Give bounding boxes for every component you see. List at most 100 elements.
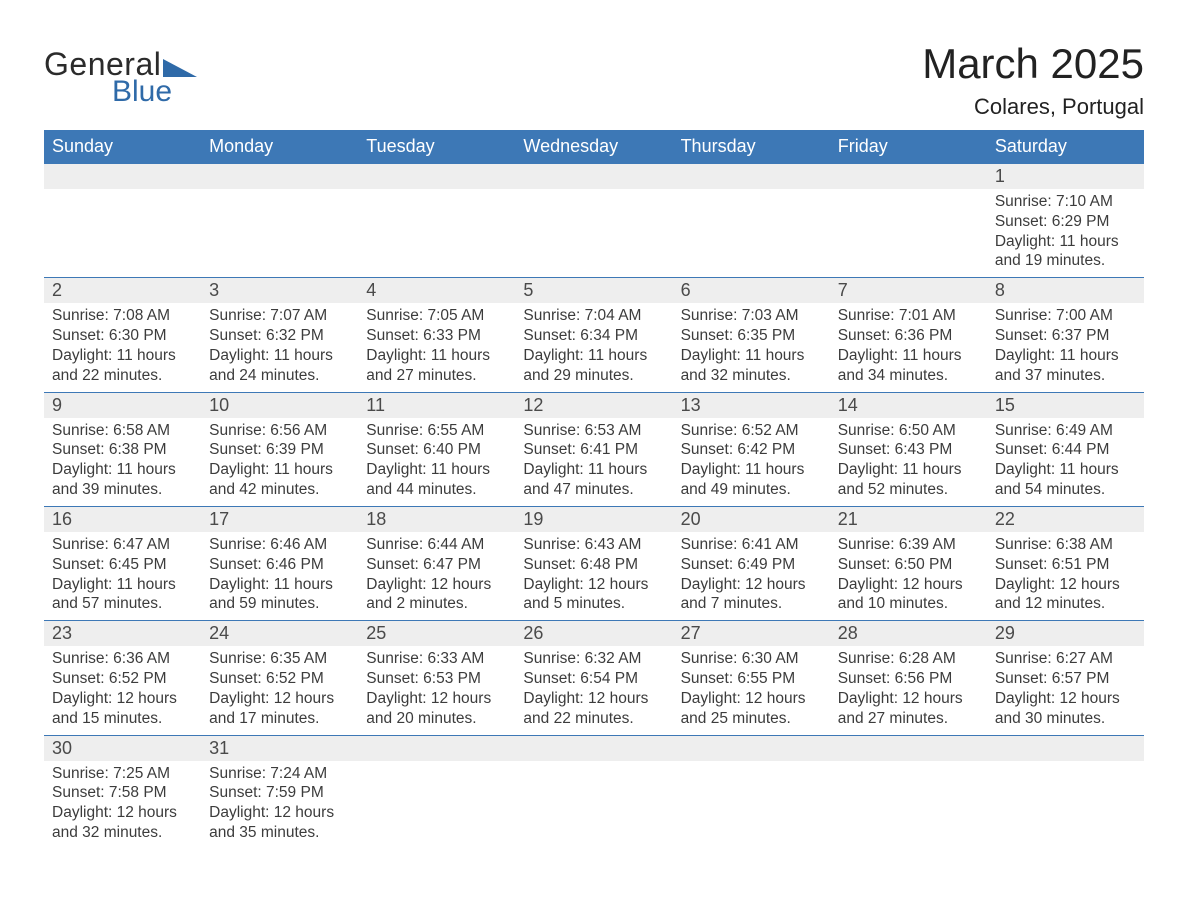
weekday-header: Saturday [987,130,1144,164]
day-ss: Sunset: 6:48 PM [523,555,664,575]
day-detail-cell [673,189,830,278]
day-number-cell: 23 [44,621,201,647]
day-detail-cell: Sunrise: 6:28 AMSunset: 6:56 PMDaylight:… [830,646,987,735]
day-number-cell: 8 [987,278,1144,304]
daynum-row: 3031 [44,735,1144,761]
day-detail-cell: Sunrise: 6:52 AMSunset: 6:42 PMDaylight:… [673,418,830,507]
day-d2: and 42 minutes. [209,480,350,500]
day-d2: and 22 minutes. [523,709,664,729]
day-ss: Sunset: 6:35 PM [681,326,822,346]
day-number-cell: 16 [44,506,201,532]
day-d2: and 32 minutes. [52,823,193,843]
day-sr: Sunrise: 6:32 AM [523,649,664,669]
day-d1: Daylight: 12 hours [995,575,1136,595]
day-d1: Daylight: 12 hours [681,575,822,595]
day-d1: Daylight: 12 hours [523,575,664,595]
day-number-cell: 11 [358,392,515,418]
daynum-row: 2345678 [44,278,1144,304]
day-number-cell: 15 [987,392,1144,418]
day-sr: Sunrise: 7:07 AM [209,306,350,326]
day-sr: Sunrise: 7:03 AM [681,306,822,326]
day-detail-cell: Sunrise: 7:00 AMSunset: 6:37 PMDaylight:… [987,303,1144,392]
day-number-cell: 1 [987,164,1144,190]
day-d1: Daylight: 11 hours [52,575,193,595]
day-ss: Sunset: 6:33 PM [366,326,507,346]
day-detail-cell: Sunrise: 6:43 AMSunset: 6:48 PMDaylight:… [515,532,672,621]
title-month: March 2025 [922,40,1144,88]
day-detail-cell: Sunrise: 7:05 AMSunset: 6:33 PMDaylight:… [358,303,515,392]
day-number-cell [515,164,672,190]
day-d2: and 24 minutes. [209,366,350,386]
daynum-row: 16171819202122 [44,506,1144,532]
day-ss: Sunset: 7:59 PM [209,783,350,803]
day-d2: and 10 minutes. [838,594,979,614]
day-d1: Daylight: 11 hours [523,346,664,366]
day-sr: Sunrise: 7:24 AM [209,764,350,784]
day-d1: Daylight: 12 hours [681,689,822,709]
day-sr: Sunrise: 6:47 AM [52,535,193,555]
day-ss: Sunset: 6:34 PM [523,326,664,346]
day-ss: Sunset: 6:57 PM [995,669,1136,689]
day-number-cell [358,735,515,761]
day-number-cell: 21 [830,506,987,532]
daynum-row: 1 [44,164,1144,190]
day-sr: Sunrise: 6:36 AM [52,649,193,669]
day-ss: Sunset: 6:47 PM [366,555,507,575]
day-d2: and 47 minutes. [523,480,664,500]
day-d2: and 22 minutes. [52,366,193,386]
day-ss: Sunset: 6:52 PM [209,669,350,689]
day-detail-cell [201,189,358,278]
day-detail-cell: Sunrise: 7:04 AMSunset: 6:34 PMDaylight:… [515,303,672,392]
day-d2: and 19 minutes. [995,251,1136,271]
day-number-cell: 3 [201,278,358,304]
day-d1: Daylight: 11 hours [52,460,193,480]
day-sr: Sunrise: 6:53 AM [523,421,664,441]
day-sr: Sunrise: 6:58 AM [52,421,193,441]
day-ss: Sunset: 6:54 PM [523,669,664,689]
day-d2: and 12 minutes. [995,594,1136,614]
day-detail-cell [830,189,987,278]
day-ss: Sunset: 6:32 PM [209,326,350,346]
day-number-cell: 29 [987,621,1144,647]
day-ss: Sunset: 6:45 PM [52,555,193,575]
day-sr: Sunrise: 7:01 AM [838,306,979,326]
day-d1: Daylight: 12 hours [52,689,193,709]
day-d2: and 29 minutes. [523,366,664,386]
day-sr: Sunrise: 6:38 AM [995,535,1136,555]
day-ss: Sunset: 6:40 PM [366,440,507,460]
day-detail-cell: Sunrise: 6:50 AMSunset: 6:43 PMDaylight:… [830,418,987,507]
day-detail-cell: Sunrise: 6:56 AMSunset: 6:39 PMDaylight:… [201,418,358,507]
day-detail-cell: Sunrise: 6:36 AMSunset: 6:52 PMDaylight:… [44,646,201,735]
day-d2: and 35 minutes. [209,823,350,843]
day-ss: Sunset: 6:43 PM [838,440,979,460]
day-sr: Sunrise: 6:33 AM [366,649,507,669]
day-d2: and 37 minutes. [995,366,1136,386]
detail-row: Sunrise: 7:08 AMSunset: 6:30 PMDaylight:… [44,303,1144,392]
day-number-cell: 13 [673,392,830,418]
day-detail-cell: Sunrise: 6:33 AMSunset: 6:53 PMDaylight:… [358,646,515,735]
day-number-cell: 20 [673,506,830,532]
day-d2: and 15 minutes. [52,709,193,729]
day-detail-cell [515,761,672,849]
day-number-cell: 28 [830,621,987,647]
day-d1: Daylight: 12 hours [523,689,664,709]
day-ss: Sunset: 6:30 PM [52,326,193,346]
daynum-row: 9101112131415 [44,392,1144,418]
day-ss: Sunset: 6:41 PM [523,440,664,460]
day-ss: Sunset: 6:42 PM [681,440,822,460]
day-d2: and 32 minutes. [681,366,822,386]
day-number-cell: 4 [358,278,515,304]
day-d1: Daylight: 12 hours [995,689,1136,709]
day-detail-cell: Sunrise: 6:39 AMSunset: 6:50 PMDaylight:… [830,532,987,621]
day-number-cell: 26 [515,621,672,647]
day-detail-cell: Sunrise: 7:03 AMSunset: 6:35 PMDaylight:… [673,303,830,392]
day-ss: Sunset: 6:44 PM [995,440,1136,460]
day-d1: Daylight: 11 hours [995,232,1136,252]
detail-row: Sunrise: 7:10 AMSunset: 6:29 PMDaylight:… [44,189,1144,278]
day-ss: Sunset: 6:51 PM [995,555,1136,575]
day-detail-cell: Sunrise: 7:10 AMSunset: 6:29 PMDaylight:… [987,189,1144,278]
day-d2: and 7 minutes. [681,594,822,614]
day-d1: Daylight: 11 hours [209,460,350,480]
weekday-header: Sunday [44,130,201,164]
day-number-cell [515,735,672,761]
